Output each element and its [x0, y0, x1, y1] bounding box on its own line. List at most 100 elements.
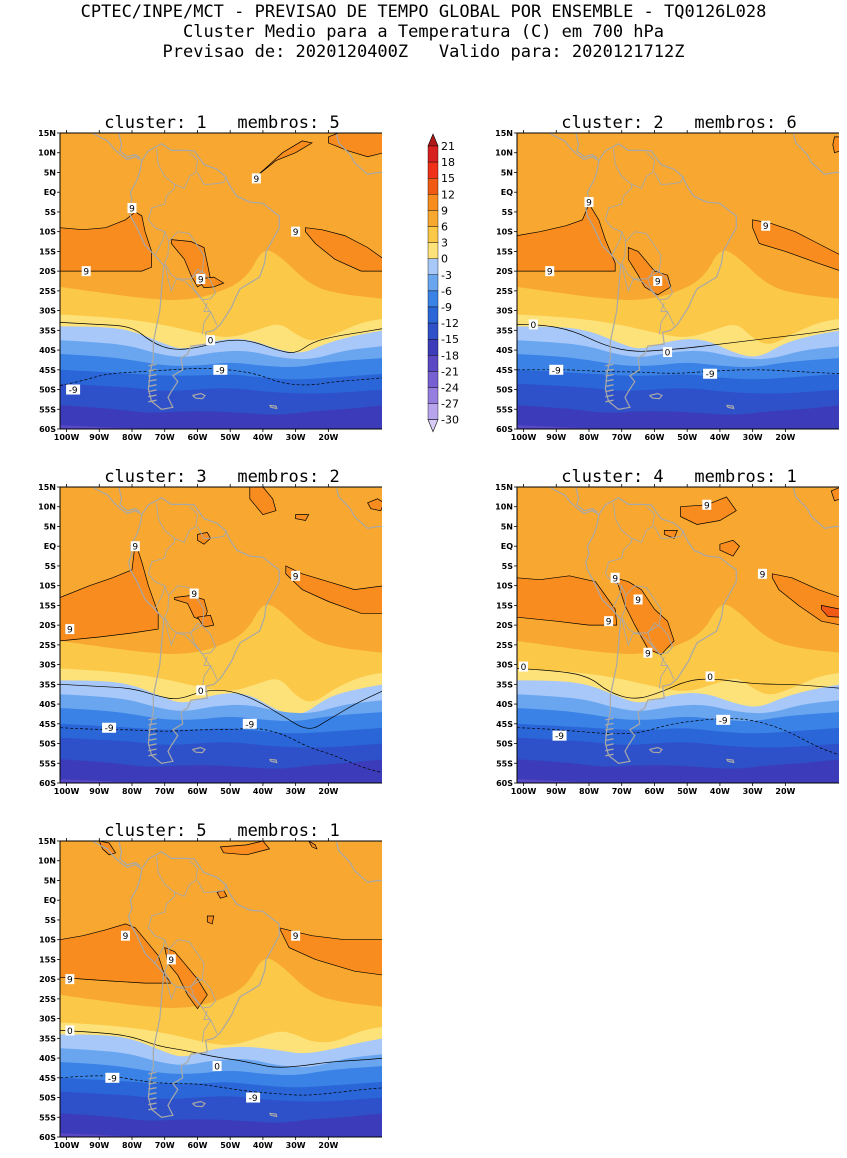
lat-label: EQ [44, 188, 56, 197]
coastline-fjord [148, 753, 157, 757]
warm-contour [832, 136, 841, 154]
coastline-fjord [148, 363, 157, 367]
lon-label: 40W [253, 787, 273, 796]
contour-label-box [206, 335, 216, 346]
country-border [631, 506, 655, 543]
country-border [154, 231, 166, 256]
contour-minus-nine [60, 1075, 384, 1096]
contour-label: 9 [129, 204, 135, 214]
warm-contour [219, 841, 271, 856]
coastline-fjord [605, 722, 614, 726]
lat-label: 55S [39, 405, 56, 414]
country-border [660, 302, 675, 326]
lat-label: 5S [45, 916, 57, 925]
coastline-fjord [148, 717, 157, 721]
colorbar-label: 3 [441, 237, 448, 250]
south-georgia [269, 1112, 278, 1118]
warm-contour [60, 542, 159, 642]
coastline-fjord [148, 373, 157, 377]
south-georgia [269, 404, 278, 410]
lat-label: 10N [38, 503, 56, 512]
lon-label: 50W [677, 433, 697, 442]
temperature-band [517, 759, 841, 783]
lat-label: 50S [496, 740, 513, 749]
colorbar-swatch [427, 210, 439, 227]
colorbar-swatch [427, 290, 439, 308]
contour-label-box [213, 364, 228, 375]
contour-label: -9 [552, 366, 561, 376]
header-line-3: Previsao de: 2020120400Z Valido para: 20… [162, 42, 685, 62]
colorbar-label: -15 [441, 333, 459, 346]
warm-contour [285, 565, 384, 614]
coastline-fjord [148, 394, 157, 398]
lat-label: 40S [39, 700, 56, 709]
contour-label-box [65, 974, 75, 985]
lon-label: 100W [54, 787, 80, 796]
colorbar-swatch [427, 274, 439, 292]
header-line-2: Cluster Medio para a Temperatura (C) em … [182, 22, 665, 42]
lon-label: 30W [743, 787, 763, 796]
colorbar-label: 0 [441, 253, 448, 266]
lon-label: 60W [187, 787, 207, 796]
coastline-fjord [148, 1092, 157, 1096]
lat-label: 25S [496, 287, 513, 296]
contour-label: 9 [635, 596, 641, 606]
coastline-fjord [605, 743, 614, 747]
lat-label: 40S [39, 346, 56, 355]
lon-label: 20W [775, 433, 795, 442]
contour-label-box [120, 930, 130, 941]
country-border [154, 939, 166, 964]
lon-label: 80W [122, 433, 142, 442]
contour-label: -9 [108, 1074, 117, 1084]
contour-label: -9 [249, 1094, 258, 1104]
lat-label: 5N [44, 522, 56, 531]
lat-label: 60S [39, 1133, 56, 1142]
contour-label: 9 [612, 574, 618, 584]
warm-contour [821, 604, 841, 618]
lon-label: 60W [187, 1141, 207, 1150]
country-border [621, 617, 669, 689]
lat-label: 50S [39, 1094, 56, 1103]
contour-label: 0 [530, 321, 536, 331]
lat-label: 5N [44, 168, 56, 177]
colorbar-label: -27 [441, 398, 459, 411]
lon-label: 100W [511, 787, 537, 796]
country-border [174, 152, 198, 189]
contour-label: -9 [555, 732, 564, 742]
contour-label: 0 [521, 663, 527, 673]
lon-label: 90W [89, 433, 109, 442]
coastline-central-america [548, 133, 600, 162]
coastline-fjord [148, 368, 157, 372]
contour-label: 0 [208, 337, 214, 347]
coastline-central-america [91, 133, 143, 162]
lat-label: 45S [39, 366, 56, 375]
country-border [611, 585, 623, 610]
contour-label: 0 [198, 687, 204, 697]
lon-label: 40W [253, 433, 273, 442]
coastline-africa [335, 487, 384, 530]
lat-label: 40S [39, 1054, 56, 1063]
coastline-africa [335, 841, 384, 884]
contour-label-box [291, 930, 301, 941]
lat-label: 5S [502, 208, 514, 217]
contour-label: 9 [586, 199, 592, 209]
contour-label-box [716, 714, 731, 725]
coastline-fjord [605, 394, 614, 398]
country-border [154, 585, 166, 610]
country-border [611, 231, 623, 256]
lat-label: EQ [501, 188, 513, 197]
contour-label: 9 [704, 501, 710, 511]
contour-label-box [703, 368, 718, 379]
lat-label: 5N [44, 876, 56, 885]
coastline-fjord [605, 732, 614, 736]
lat-label: 10S [496, 582, 513, 591]
lat-label: EQ [44, 896, 56, 905]
coastline-fjord [148, 1076, 157, 1080]
lon-label: 40W [253, 1141, 273, 1150]
map-svg: 9 9 9 9 0 0 -9 -9 15N 10N 5N EQ 5S 10S 15S 20S 25S 30S 35S… [495, 129, 844, 442]
country-border [631, 152, 655, 189]
country-border [647, 268, 674, 301]
lat-label: 10S [39, 228, 56, 237]
lon-label: 30W [286, 1141, 306, 1150]
contour-label-box [584, 197, 594, 208]
